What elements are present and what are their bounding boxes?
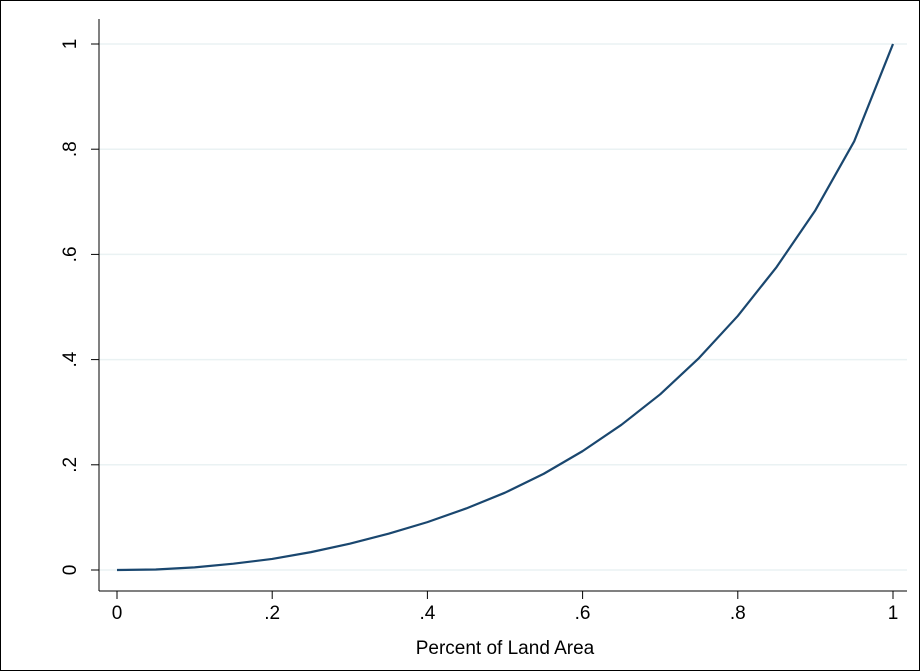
x-tick-label-1: .2 <box>264 603 280 624</box>
x-tick-label-5: 1 <box>888 603 899 624</box>
grid-lines <box>99 43 907 571</box>
y-tick-label-2: .4 <box>60 351 81 367</box>
y-tick-label-4: .8 <box>60 141 81 157</box>
x-tick-label-3: .6 <box>575 603 591 624</box>
x-tick-label-2: .4 <box>419 603 435 624</box>
y-tick-label-3: .6 <box>60 246 81 262</box>
y-tick-label-5: 1 <box>60 39 81 50</box>
y-tick-label-1: .2 <box>60 457 81 473</box>
axes <box>98 19 907 592</box>
x-axis-ticks: 0 .2 .4 .6 .8 1 <box>112 591 899 624</box>
x-tick-label-0: 0 <box>112 603 123 624</box>
y-axis-ticks: 0 .2 .4 .6 .8 1 <box>60 39 99 576</box>
series-line <box>116 43 895 572</box>
x-axis-title: Percent of Land Area <box>416 638 595 659</box>
y-tick-label-0: 0 <box>60 565 81 576</box>
x-tick-label-4: .8 <box>730 603 746 624</box>
